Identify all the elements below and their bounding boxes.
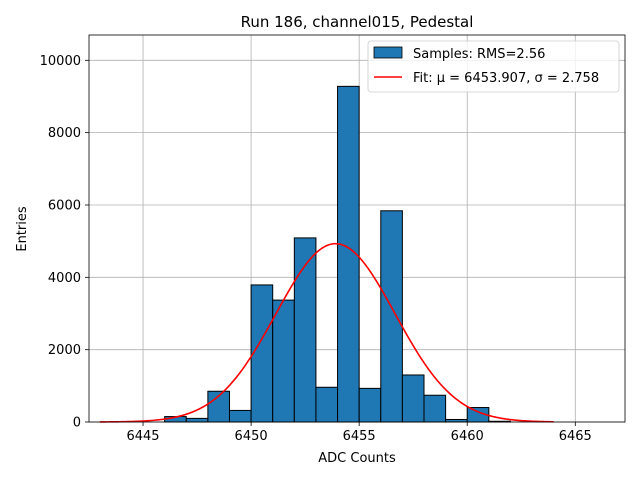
legend-box bbox=[367, 40, 620, 93]
x-axis-label: ADC Counts bbox=[318, 451, 396, 466]
y-tick-label: 10000 bbox=[40, 54, 81, 69]
histogram-bar bbox=[423, 394, 447, 423]
histogram-bar bbox=[228, 409, 252, 423]
y-axis-label: Entries bbox=[15, 206, 30, 252]
y-tick-label: 6000 bbox=[48, 198, 81, 213]
x-tick-label: 6445 bbox=[126, 429, 159, 444]
histogram-bar bbox=[358, 387, 382, 423]
x-tick-label: 6465 bbox=[559, 429, 592, 444]
y-tick-label: 0 bbox=[73, 416, 81, 431]
legend: Samples: RMS=2.56 Fit: μ = 6453.907, σ =… bbox=[367, 40, 620, 93]
legend-histogram-label: Samples: RMS=2.56 bbox=[413, 47, 545, 62]
y-tick-label: 2000 bbox=[48, 343, 81, 358]
fit-curve-layer bbox=[99, 242, 554, 423]
histogram-bar bbox=[315, 386, 339, 423]
x-tick-label: 6455 bbox=[343, 429, 376, 444]
y-tick-label: 4000 bbox=[48, 271, 81, 286]
y-tick-label: 8000 bbox=[48, 126, 81, 141]
x-tick-label: 6450 bbox=[235, 429, 268, 444]
fit-curve bbox=[99, 242, 554, 423]
x-tick-label: 6460 bbox=[451, 429, 484, 444]
histogram-bar bbox=[401, 374, 425, 423]
axis-ticks: 6445 6450 6455 6460 6465 0 2000 4000 6000 8000 100… bbox=[40, 54, 592, 444]
histogram-bars bbox=[164, 85, 511, 423]
legend-fit-label: Fit: μ = 6453.907, σ = 2.758 bbox=[413, 71, 599, 86]
histogram-bar bbox=[380, 210, 403, 423]
legend-histogram-swatch bbox=[373, 46, 403, 59]
histogram-bar bbox=[250, 284, 274, 423]
histogram-bar bbox=[272, 299, 295, 423]
plot-frame bbox=[88, 34, 626, 423]
histogram-bar bbox=[185, 417, 209, 423]
chart-title: Run 186, channel015, Pedestal bbox=[241, 13, 474, 31]
